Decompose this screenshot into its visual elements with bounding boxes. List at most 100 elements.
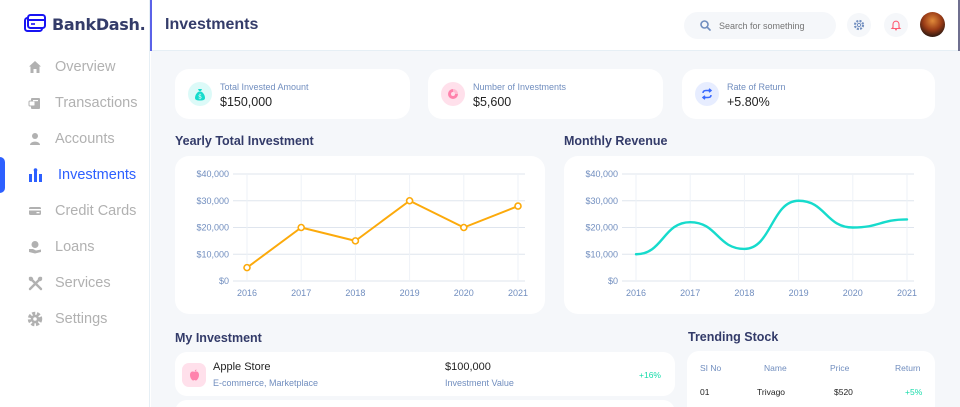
credit-card-icon [26, 202, 44, 220]
data-point [459, 223, 468, 232]
sidebar-item-overview[interactable]: Overview [0, 49, 150, 85]
sidebar-item-label: Credit Cards [55, 203, 137, 219]
transfer-icon [26, 94, 44, 112]
y-tick-label: $10,000 [585, 249, 618, 259]
y-tick-label: $30,000 [585, 196, 618, 206]
stat-value: $150,000 [220, 95, 273, 109]
x-tick-label: 2019 [400, 288, 420, 298]
investment-category: E-commerce, Marketplace [213, 378, 319, 388]
stat-value: +5.80% [727, 95, 770, 109]
investment-name: Apple Store [213, 361, 271, 373]
stat-card-total-invested: $ Total Invested Amount $150,000 [175, 69, 410, 119]
x-tick-label: 2021 [897, 288, 917, 298]
y-tick-label: $20,000 [585, 223, 618, 233]
table-header: Name [764, 363, 787, 373]
sidebar-item-credit-cards[interactable]: Credit Cards [0, 193, 150, 229]
sidebar-item-transactions[interactable]: Transactions [0, 85, 150, 121]
data-point [243, 263, 251, 272]
apple-icon [182, 363, 206, 387]
repeat-icon [695, 82, 719, 106]
loan-icon [26, 238, 44, 256]
brand-name: BankDash. [52, 14, 146, 34]
money-bag-icon: $ [188, 82, 212, 106]
table-header: Return [895, 363, 921, 373]
series-line [634, 199, 909, 256]
sidebar-item-label: Transactions [55, 95, 138, 111]
x-tick-label: 2018 [345, 288, 365, 298]
search-icon [700, 20, 711, 31]
investment-value-label: Investment Value [445, 378, 514, 388]
investment-value: $100,000 [445, 361, 491, 373]
y-tick-label: $40,000 [196, 169, 229, 179]
investment-row[interactable]: Apple Store E-commerce, Marketplace $100… [175, 352, 675, 396]
search-input[interactable] [719, 20, 829, 31]
yearly-investment-chart: $0 $10,000 $20,000 $30,000 $40,000 2016 2017 20… [196, 169, 528, 298]
table-cell: $520 [834, 387, 853, 397]
avatar[interactable] [920, 12, 945, 37]
x-tick-label: 2016 [626, 288, 646, 298]
x-tick-label: 2016 [237, 288, 257, 298]
bell-icon [890, 20, 902, 31]
gear-icon [853, 19, 865, 31]
y-tick-label: $0 [219, 276, 229, 286]
table-header: SI No [700, 363, 722, 373]
bar-chart-icon [26, 166, 44, 184]
monthly-revenue-card: $0 $10,000 $20,000 $30,000 $40,000 2016 2017 20… [564, 156, 935, 314]
search-box[interactable] [684, 12, 836, 39]
stat-label: Total Invested Amount [220, 82, 309, 92]
svg-text:$: $ [198, 93, 202, 100]
table-cell: 01 [700, 387, 710, 397]
series-line [246, 199, 519, 269]
sidebar-item-loans[interactable]: Loans [0, 229, 150, 265]
yearly-investment-card: $0 $10,000 $20,000 $30,000 $40,000 2016 2017 20… [175, 156, 545, 314]
data-point [405, 196, 414, 205]
logo[interactable]: BankDash. [24, 14, 146, 34]
sidebar-item-services[interactable]: Services [0, 265, 150, 301]
sidebar: BankDash. Overview Transactions Accounts… [0, 0, 150, 407]
pie-icon [441, 82, 465, 106]
table-header: Price [830, 363, 850, 373]
notifications-button[interactable] [884, 13, 908, 37]
monthly-revenue-chart: $0 $10,000 $20,000 $30,000 $40,000 2016 2017 20… [585, 169, 917, 298]
sidebar-item-label: Accounts [55, 131, 115, 147]
yearly-investment-title: Yearly Total Investment [175, 134, 314, 148]
x-tick-label: 2021 [508, 288, 528, 298]
stat-card-rate-of-return: Rate of Return +5.80% [682, 69, 935, 119]
bank-card-logo-icon [24, 14, 46, 32]
x-tick-label: 2018 [734, 288, 754, 298]
x-tick-label: 2017 [680, 288, 700, 298]
y-tick-label: $30,000 [196, 196, 229, 206]
sidebar-item-label: Settings [55, 311, 108, 327]
sidebar-item-accounts[interactable]: Accounts [0, 121, 150, 157]
main-content: $ Total Invested Amount $150,000 Number … [151, 51, 960, 407]
sidebar-item-label: Loans [55, 239, 95, 255]
sidebar-item-settings[interactable]: Settings [0, 301, 150, 337]
stat-value: $5,600 [473, 95, 512, 109]
table-cell: Trivago [757, 387, 786, 397]
settings-button[interactable] [847, 13, 871, 37]
data-point [351, 237, 360, 245]
investment-row-partial[interactable] [175, 400, 675, 407]
window-edge [958, 0, 960, 51]
sidebar-item-label: Overview [55, 59, 116, 75]
trending-stock-table: SI No Name Price Return 01 Trivago $520 … [687, 351, 935, 407]
stat-label: Rate of Return [727, 82, 786, 92]
y-tick-label: $0 [608, 276, 618, 286]
gear-icon [26, 310, 44, 328]
top-header: Investments [150, 0, 960, 51]
y-tick-label: $10,000 [196, 249, 229, 259]
investment-return: +16% [639, 370, 661, 380]
sidebar-item-investments[interactable]: Investments [0, 157, 150, 193]
data-point [297, 223, 305, 232]
tools-icon [26, 274, 44, 292]
trending-stock-title: Trending Stock [688, 330, 779, 344]
my-investment-title: My Investment [175, 331, 262, 345]
y-tick-label: $40,000 [585, 169, 618, 179]
page-title: Investments [165, 16, 259, 33]
x-tick-label: 2020 [843, 288, 863, 298]
stat-card-number-of-investments: Number of Investments $5,600 [428, 69, 663, 119]
home-icon [26, 58, 44, 76]
header-divider [150, 0, 152, 51]
y-tick-label: $20,000 [196, 223, 229, 233]
